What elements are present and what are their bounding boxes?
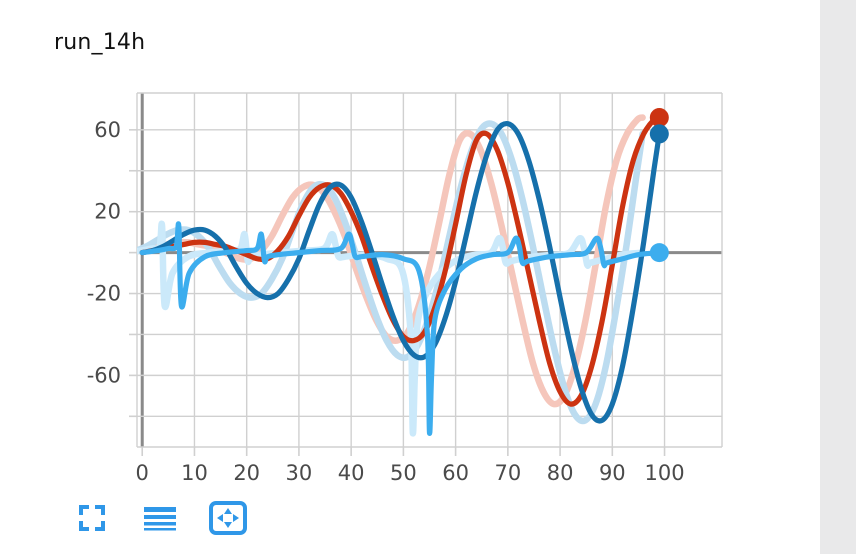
ytick-label: 60 bbox=[94, 118, 121, 142]
series-endpoint-marker bbox=[649, 243, 669, 263]
xtick-label: 40 bbox=[338, 461, 365, 485]
series-ghost-line bbox=[137, 120, 646, 425]
xtick-label: 100 bbox=[644, 461, 684, 485]
xtick-label: 70 bbox=[494, 461, 521, 485]
pan-icon bbox=[209, 501, 247, 535]
xtick-label: 30 bbox=[286, 461, 313, 485]
line-chart-svg[interactable]: -60 -20 20 60 0 10 20 30 40 50 60 70 80 90 100 bbox=[0, 0, 820, 500]
list-icon-button[interactable] bbox=[138, 496, 182, 540]
xtick-label: 20 bbox=[233, 461, 260, 485]
xtick-label: 60 bbox=[442, 461, 469, 485]
curves-group bbox=[137, 114, 662, 437]
series-endpoint-marker bbox=[649, 124, 669, 144]
ytick-label: -60 bbox=[87, 363, 121, 387]
page-title: run_14h bbox=[54, 30, 146, 55]
ytick-label: 20 bbox=[94, 200, 121, 224]
list-icon bbox=[144, 507, 176, 531]
xtick-label: 50 bbox=[390, 461, 417, 485]
xtick-label: 10 bbox=[181, 461, 208, 485]
chart-toolbar[interactable] bbox=[70, 496, 250, 540]
fullscreen-icon-button[interactable] bbox=[70, 496, 114, 540]
series-endpoint-marker bbox=[649, 108, 669, 128]
fullscreen-icon bbox=[79, 505, 105, 531]
series-line bbox=[139, 221, 662, 436]
pan-icon-button[interactable] bbox=[206, 496, 250, 540]
chart-plot-area[interactable]: -60 -20 20 60 0 10 20 30 40 50 60 70 80 90 100 bbox=[0, 0, 820, 554]
xtick-label: 90 bbox=[599, 461, 626, 485]
ytick-label: -20 bbox=[87, 282, 121, 306]
xtick-label: 0 bbox=[136, 461, 149, 485]
chart-card: run_14h -60 -20 20 60 0 10 20 30 40 50 60 70 80 90 100 bbox=[0, 0, 820, 554]
xtick-label: 80 bbox=[547, 461, 574, 485]
